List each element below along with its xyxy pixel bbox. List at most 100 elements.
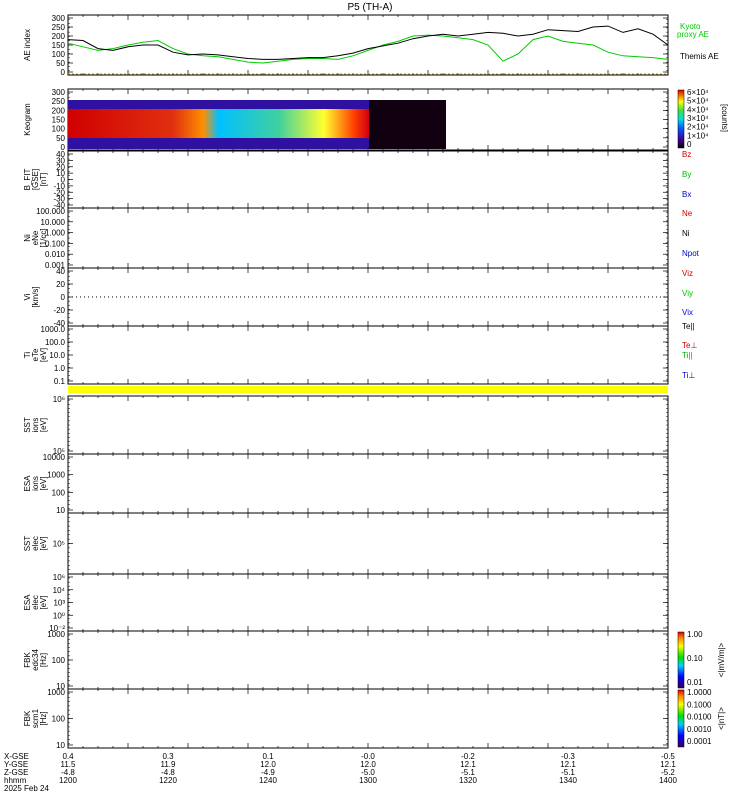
y-tick-label: 10 bbox=[56, 169, 65, 178]
keogram-dark-image bbox=[369, 100, 446, 149]
y-tick-label: -20 bbox=[53, 188, 65, 197]
y-tick-label: -20 bbox=[53, 306, 65, 315]
xaxis-value-x: -0.5 bbox=[661, 752, 675, 761]
esa-ions-axis-label: [eV] bbox=[39, 476, 48, 490]
legend-Te||: Te|| bbox=[682, 322, 695, 331]
legend-Bz: Bz bbox=[682, 150, 691, 159]
legend-Te⊥: Te⊥ bbox=[682, 341, 697, 350]
y-tick-label: 200 bbox=[52, 32, 66, 41]
sst-elec-axis-label: [eV] bbox=[39, 536, 48, 550]
xaxis-value-t: 1320 bbox=[459, 776, 477, 785]
panel-frame-9 bbox=[67, 573, 669, 632]
keogram-image bbox=[68, 109, 369, 138]
y-tick-label: 100 bbox=[52, 656, 66, 665]
legend-By: By bbox=[682, 170, 691, 179]
legend-Ne: Ne bbox=[682, 209, 693, 218]
kyoto-legend: Kyoto bbox=[680, 22, 701, 31]
xaxis-value-z: -4.9 bbox=[261, 768, 275, 777]
y-tick-label: 1.0 bbox=[54, 364, 66, 373]
xaxis-value-z: -5.1 bbox=[461, 768, 475, 777]
y-tick-label: 1.000 bbox=[45, 229, 66, 238]
y-tick-label: 0.010 bbox=[45, 250, 66, 259]
y-tick-label: 30 bbox=[56, 156, 65, 165]
xaxis-row-label: Y-GSE bbox=[4, 760, 28, 769]
fbk-colorbar-tick: 0.1000 bbox=[687, 700, 712, 709]
keogram-colorbar-tick: 1×10⁴ bbox=[687, 131, 709, 140]
sst-ions-axis-label: ions bbox=[31, 418, 40, 433]
panel-frame-11 bbox=[67, 688, 669, 749]
y-tick-label: 0.1 bbox=[54, 377, 66, 386]
fbk-colorbar-tick: 1.00 bbox=[687, 630, 703, 639]
esa-elec-axis-label: elec bbox=[31, 595, 40, 610]
fbk-colorbar-tick: 0.0010 bbox=[687, 725, 712, 734]
xaxis-value-z: -4.8 bbox=[61, 768, 75, 777]
ae-series-1 bbox=[67, 25, 669, 60]
fbk-colorbar-tick: 1.0000 bbox=[687, 688, 712, 697]
fbk-colorbar-tick: 0.0100 bbox=[687, 713, 712, 722]
xaxis-value-x: -0.3 bbox=[561, 752, 575, 761]
xaxis-value-z: -5.2 bbox=[661, 768, 675, 777]
xaxis-value-y: 12.1 bbox=[660, 760, 676, 769]
y-tick-label: 0 bbox=[61, 293, 66, 302]
y-tick-label: 10³ bbox=[53, 599, 65, 608]
y-tick-label: -40 bbox=[53, 201, 65, 210]
y-tick-label: -30 bbox=[53, 195, 65, 204]
xaxis-value-x: 0.4 bbox=[62, 752, 74, 761]
xaxis-value-x: -0.2 bbox=[461, 752, 475, 761]
y-tick-label: 0 bbox=[61, 176, 66, 185]
y-tick-label: 10.0 bbox=[49, 351, 65, 360]
fbk-scm-axis-label: scm1 bbox=[31, 708, 40, 728]
xaxis-value-y: 12.1 bbox=[460, 760, 476, 769]
ae-axis-label: AE index bbox=[23, 29, 32, 61]
y-tick-label: 0.001 bbox=[45, 261, 66, 270]
xaxis-row-label: hhmm bbox=[4, 776, 27, 785]
esa-ions-axis-label: ions bbox=[31, 476, 40, 491]
xaxis-value-y: 12.0 bbox=[360, 760, 376, 769]
y-tick-label: 150 bbox=[52, 116, 66, 125]
t-axis-label: [eV] bbox=[39, 348, 48, 362]
t-axis-label: Ti bbox=[23, 352, 32, 359]
y-tick-label: 250 bbox=[52, 23, 66, 32]
panel-labels: 3002502001501005003002502001501005004030… bbox=[4, 14, 729, 793]
panel-frame-5 bbox=[67, 325, 669, 385]
y-tick-label: 10⁶ bbox=[53, 573, 65, 582]
y-tick-label: 250 bbox=[52, 97, 66, 106]
xaxis-value-y: 11.5 bbox=[61, 760, 77, 769]
fbk-scm-axis-label: FBK bbox=[23, 710, 32, 726]
y-tick-label: 300 bbox=[52, 14, 66, 23]
n-axis-label: Ni bbox=[23, 234, 32, 242]
keogram-colorbar-tick: 4×10⁴ bbox=[687, 105, 709, 114]
panel-frame-8 bbox=[67, 512, 669, 575]
panel-frame-3 bbox=[67, 207, 669, 269]
y-tick-label: 40 bbox=[56, 267, 65, 276]
xaxis-value-t: 1340 bbox=[559, 776, 577, 785]
y-tick-label: 200 bbox=[52, 106, 66, 115]
fbk-colorbar-label: <|mV/m|> bbox=[717, 642, 726, 677]
legend-Npot: Npot bbox=[682, 249, 700, 258]
y-tick-label: 50 bbox=[56, 59, 65, 68]
fbk-colorbar-tick: 0.01 bbox=[687, 678, 703, 687]
fbk-colorbar-tick: 0.10 bbox=[687, 654, 703, 663]
keogram-colorbar-tick: 2×10⁴ bbox=[687, 123, 709, 132]
xaxis-row-label: Z-GSE bbox=[4, 768, 28, 777]
y-tick-label: 0 bbox=[61, 68, 66, 77]
panel-frame-2 bbox=[67, 150, 669, 209]
keogram-colorbar-tick: 5×10⁴ bbox=[687, 97, 709, 106]
y-tick-label: 10.000 bbox=[41, 218, 66, 227]
y-tick-label: 10⁰ bbox=[53, 611, 65, 620]
panel-frame-7 bbox=[67, 453, 669, 514]
sst-elec-axis-label: elec bbox=[31, 536, 40, 551]
y-tick-label: -40 bbox=[53, 319, 65, 328]
keogram-colorbar-tick: 0 bbox=[687, 140, 692, 149]
b-axis-label: B_FIT bbox=[23, 168, 32, 190]
b-axis-label: [nT] bbox=[39, 173, 48, 187]
xaxis-value-z: -5.1 bbox=[561, 768, 575, 777]
y-tick-label: 10⁻² bbox=[49, 624, 65, 633]
fbk-edc-axis-label: edc34 bbox=[31, 649, 40, 671]
xaxis-row-label: 2025 Feb 24 bbox=[4, 784, 49, 793]
esa-elec-axis-label: ESA bbox=[23, 594, 32, 611]
legend-Viy: Viy bbox=[682, 289, 693, 298]
esa-ions-axis-label: ESA bbox=[23, 475, 32, 492]
y-tick-label: 20 bbox=[56, 163, 65, 172]
fbk-colorbar bbox=[677, 631, 685, 689]
